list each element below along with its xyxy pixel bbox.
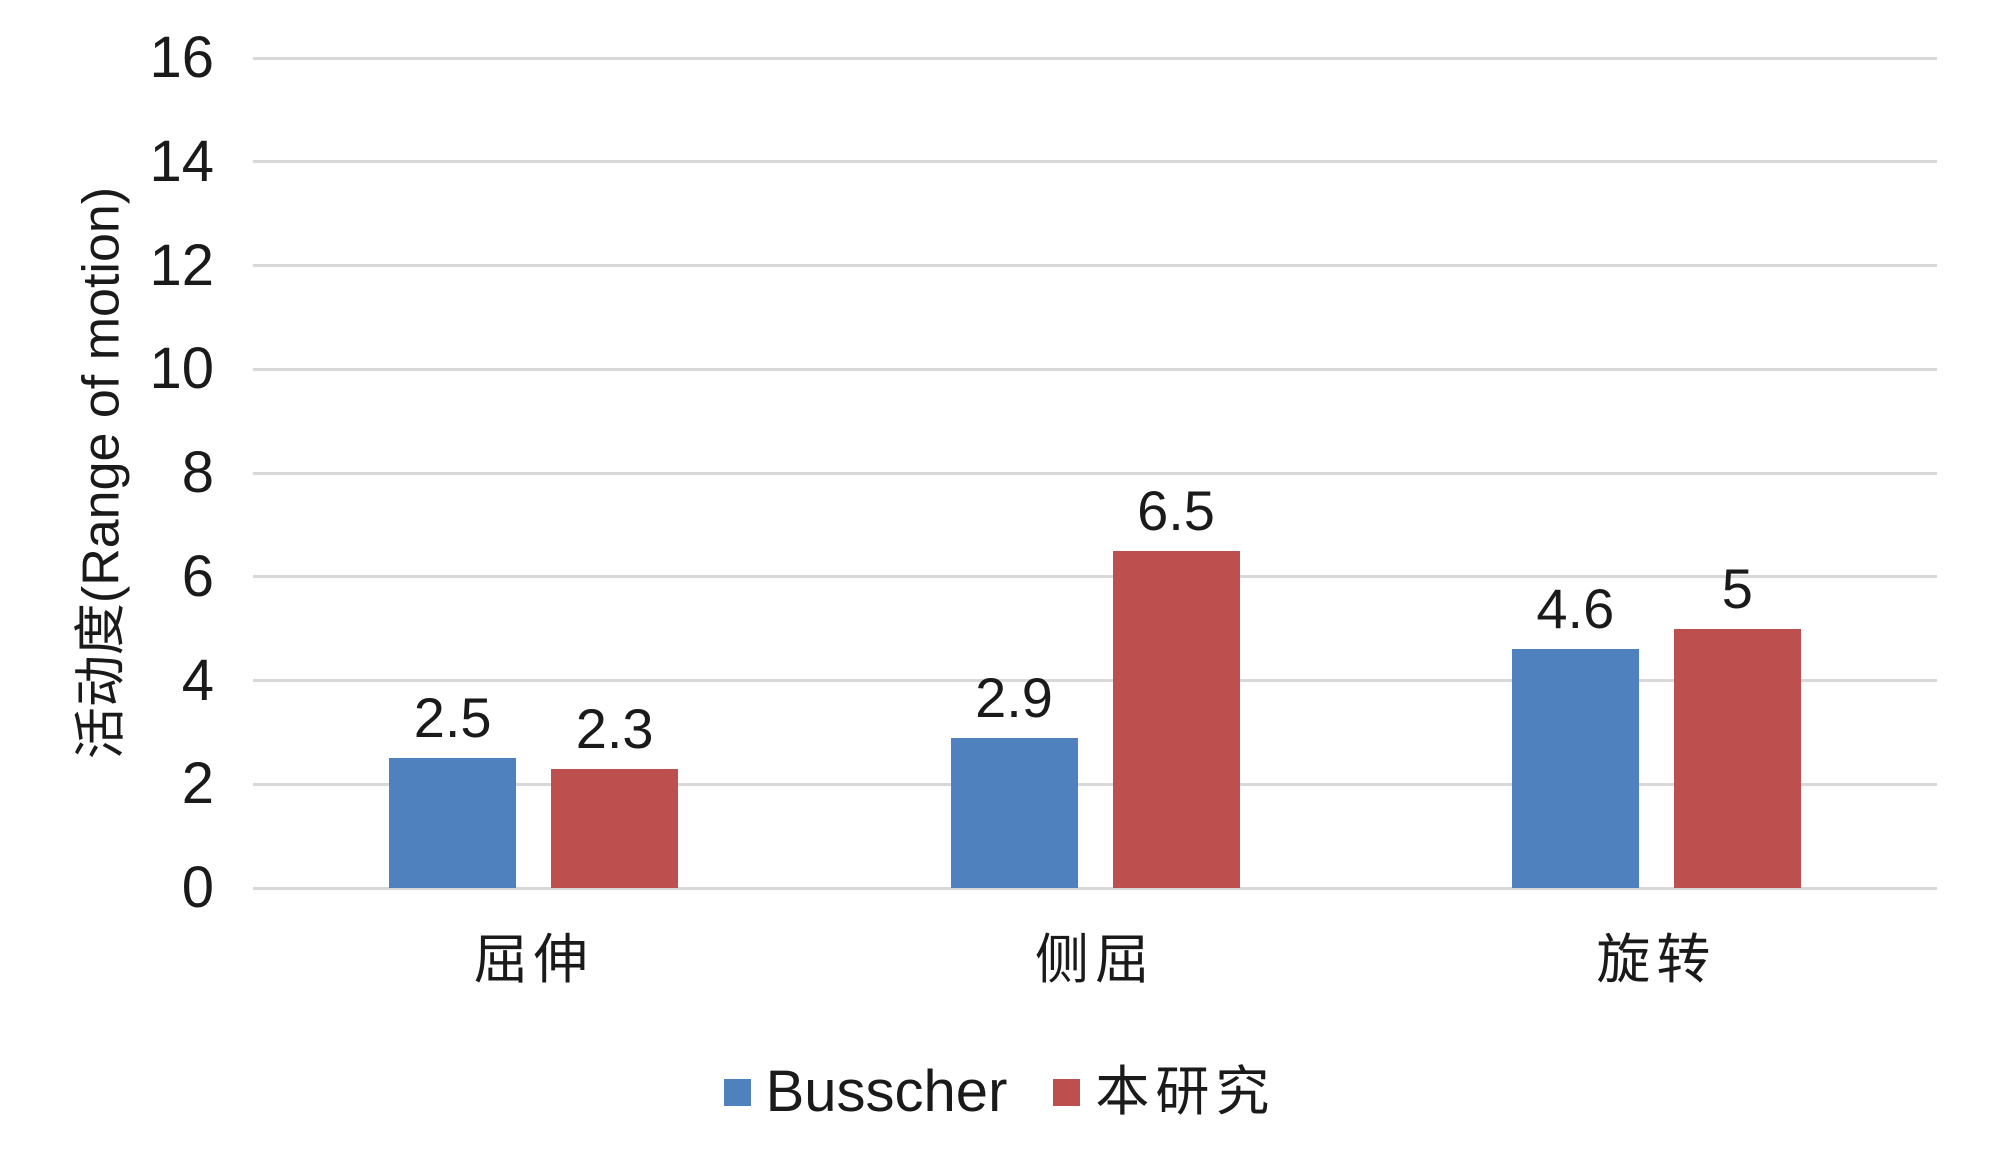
plot-area (253, 56, 1937, 890)
legend-label: Busscher (765, 1059, 1008, 1124)
bar-value-label: 4.6 (1536, 577, 1615, 641)
y-tick-label: 14 (149, 128, 214, 194)
legend-swatch (1053, 1078, 1081, 1106)
gridline (253, 264, 1937, 267)
y-tick-label: 2 (181, 751, 214, 817)
y-tick-label: 8 (181, 440, 214, 505)
bar-value-label: 2.9 (975, 665, 1053, 729)
category-label: 旋转 (1596, 928, 1717, 991)
gridline (253, 886, 1937, 890)
bar (389, 758, 517, 888)
gridline (253, 679, 1937, 682)
bar-value-label: 5 (1721, 556, 1753, 620)
bar (551, 768, 679, 888)
y-tick-label: 12 (149, 232, 214, 298)
bar-value-label: 2.5 (413, 686, 492, 750)
gridline (253, 160, 1937, 164)
bar (950, 737, 1078, 888)
bar-value-label: 2.3 (575, 696, 654, 760)
bar (1511, 649, 1639, 888)
y-tick-label: 10 (149, 336, 214, 402)
legend-swatch (723, 1078, 751, 1106)
bar (1673, 628, 1801, 888)
gridline (253, 575, 1937, 579)
gridline (253, 56, 1937, 60)
bar-value-label: 6.5 (1137, 478, 1215, 542)
legend: Busscher 本研究 (0, 1060, 1999, 1124)
category-label: 侧屈 (1035, 928, 1155, 991)
legend-label: 本研究 (1095, 1060, 1276, 1123)
y-tick-label: 16 (149, 25, 214, 90)
y-tick-label: 4 (181, 647, 214, 713)
category-label: 屈伸 (473, 928, 594, 991)
y-tick-label: 6 (181, 543, 214, 609)
legend-item: Busscher (723, 1059, 1008, 1124)
y-tick-label: 0 (181, 855, 214, 920)
legend-item: 本研究 (1053, 1060, 1275, 1124)
gridline (253, 471, 1937, 475)
bar (1112, 550, 1240, 888)
gridline (253, 367, 1937, 371)
gridline (253, 782, 1937, 786)
